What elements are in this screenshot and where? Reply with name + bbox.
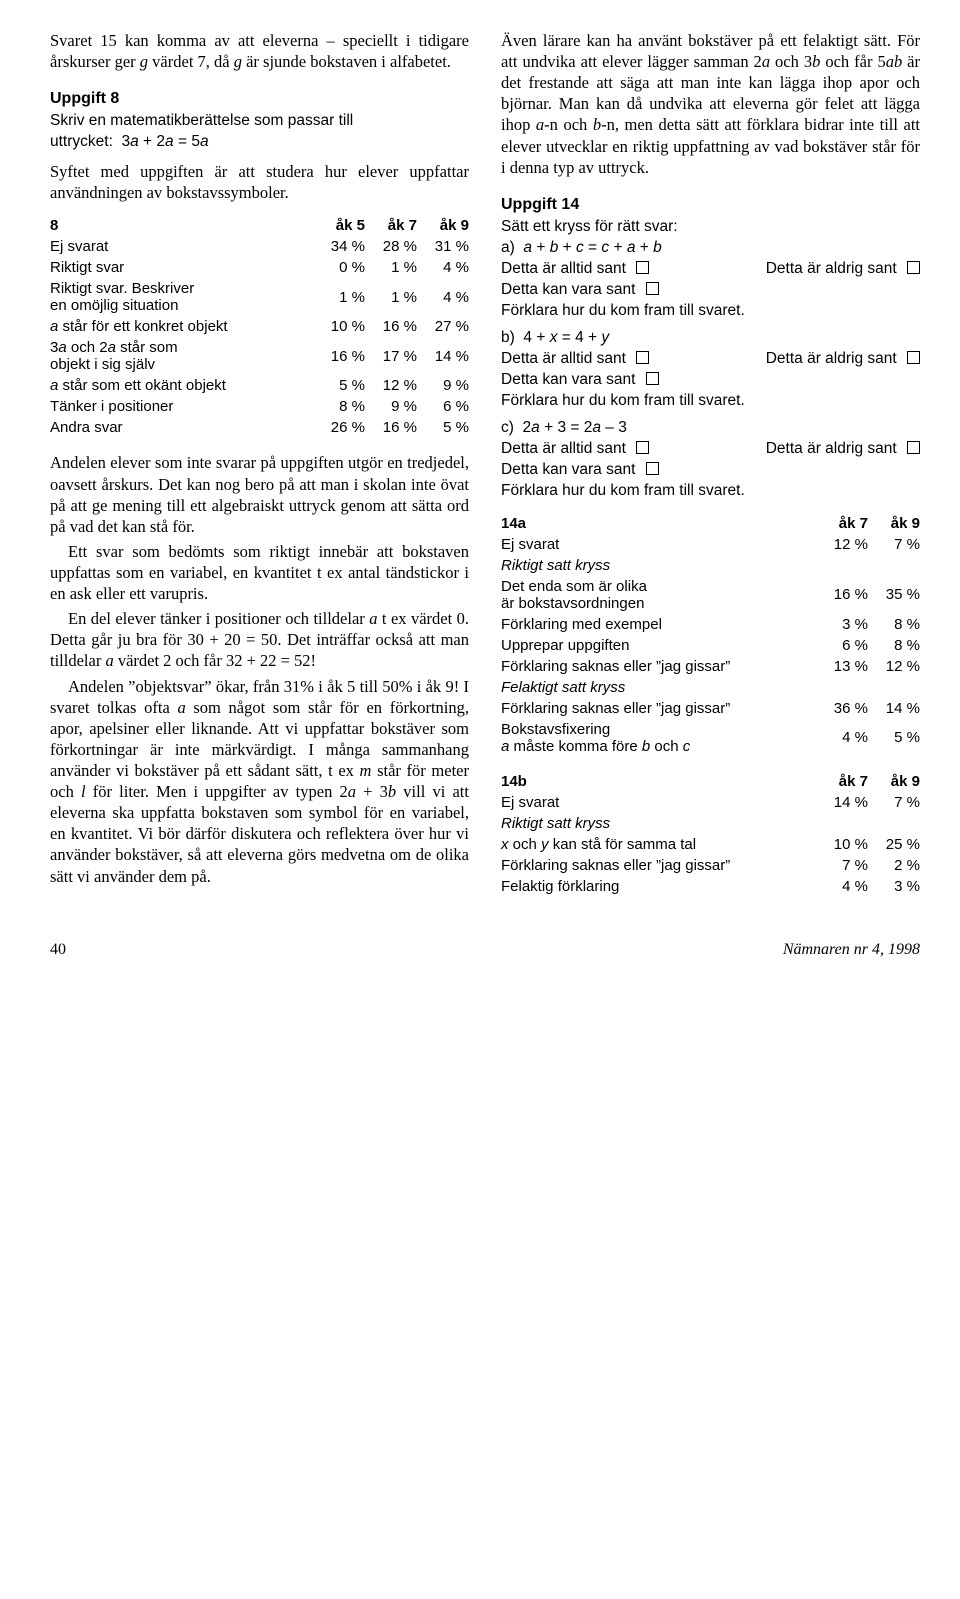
checkbox[interactable] [907,441,920,454]
table-row: Riktigt satt kryss [501,813,920,834]
page-footer: 40 Nämnaren nr 4, 1998 [50,941,920,959]
paragraph: Syftet med uppgiften är att studera hur … [50,161,469,203]
table-row: a står för ett konkret objekt10 %16 %27 … [50,316,469,337]
choice-row: Detta är alltid sant Detta är aldrig san… [501,260,920,278]
paragraph: Andelen elever som inte svarar på uppgif… [50,452,469,536]
explain-line: Förklara hur du kom fram till svaret. [501,392,920,410]
table-row: x och y kan stå för samma tal10 %25 % [501,834,920,855]
uppgift-14-sub: Sätt ett kryss för rätt svar: [501,218,920,236]
table-row: 3a och 2a står somobjekt i sig själv16 %… [50,337,469,375]
table-row: Tänker i positioner8 %9 %6 % [50,396,469,417]
table-header-row: 14b åk 7 åk 9 [501,771,920,792]
part-a-expr: a) a + b + c = c + a + b [501,239,920,257]
checkbox[interactable] [646,282,659,295]
right-column: Även lärare kan ha använt bokstäver på e… [501,30,920,911]
table-row: Riktigt satt kryss [501,555,920,576]
table-row: Det enda som är olikaär bokstavsordninge… [501,576,920,614]
checkbox[interactable] [646,372,659,385]
uppgift-8-heading: Uppgift 8 [50,90,469,108]
checkbox[interactable] [636,441,649,454]
checkbox[interactable] [636,261,649,274]
choice-row: Detta kan vara sant [501,281,920,299]
choice-row: Detta är alltid sant Detta är aldrig san… [501,350,920,368]
uppgift-14-heading: Uppgift 14 [501,196,920,214]
table-row: Felaktigt satt kryss [501,677,920,698]
paragraph: Även lärare kan ha använt bokstäver på e… [501,30,920,178]
table-row: Ej svarat12 %7 % [501,534,920,555]
issue-label: Nämnaren nr 4, 1998 [783,941,920,959]
table-row: Riktigt svar. Beskriveren omöjlig situat… [50,278,469,316]
part-c-expr: c) 2a + 3 = 2a – 3 [501,419,920,437]
table-row: Ej svarat34 %28 %31 % [50,236,469,257]
paragraph: Andelen ”objektsvar” ökar, från 31% i åk… [50,676,469,887]
table-row: Förklaring med exempel3 %8 % [501,614,920,635]
explain-line: Förklara hur du kom fram till svaret. [501,482,920,500]
uppgift-8-expr: uttrycket: 3a + 2a = 5a [50,133,469,151]
table-row: Ej svarat14 %7 % [501,792,920,813]
table-row: Förklaring saknas eller ”jag gissar”36 %… [501,698,920,719]
table-row: a står som ett okänt objekt5 %12 %9 % [50,375,469,396]
choice-row: Detta kan vara sant [501,371,920,389]
paragraph: Svaret 15 kan komma av att eleverna – sp… [50,30,469,72]
paragraph: Ett svar som bedömts som riktigt innebär… [50,541,469,604]
choice-row: Detta kan vara sant [501,461,920,479]
checkbox[interactable] [907,261,920,274]
table-header-row: 8 åk 5 åk 7 åk 9 [50,215,469,236]
part-b-expr: b) 4 + x = 4 + y [501,329,920,347]
table-row: Förklaring saknas eller ”jag gissar”13 %… [501,656,920,677]
checkbox[interactable] [907,351,920,364]
table-14a: 14a åk 7 åk 9 Ej svarat12 %7 % Riktigt s… [501,513,920,757]
table-row: Bokstavsfixeringa måste komma före b och… [501,719,920,757]
table-row: Felaktig förklaring4 %3 % [501,876,920,897]
checkbox[interactable] [636,351,649,364]
table-uppgift-8: 8 åk 5 åk 7 åk 9 Ej svarat34 %28 %31 % R… [50,215,469,438]
table-row: Andra svar26 %16 %5 % [50,417,469,438]
page-number: 40 [50,941,66,959]
explain-line: Förklara hur du kom fram till svaret. [501,302,920,320]
checkbox[interactable] [646,462,659,475]
choice-row: Detta är alltid sant Detta är aldrig san… [501,440,920,458]
paragraph: En del elever tänker i positioner och ti… [50,608,469,671]
table-row: Riktigt svar0 %1 %4 % [50,257,469,278]
table-row: Förklaring saknas eller ”jag gissar”7 %2… [501,855,920,876]
table-header-row: 14a åk 7 åk 9 [501,513,920,534]
left-column: Svaret 15 kan komma av att eleverna – sp… [50,30,469,911]
table-row: Upprepar uppgiften6 %8 % [501,635,920,656]
table-14b: 14b åk 7 åk 9 Ej svarat14 %7 % Riktigt s… [501,771,920,897]
uppgift-8-sub: Skriv en matematikberättelse som passar … [50,112,469,130]
